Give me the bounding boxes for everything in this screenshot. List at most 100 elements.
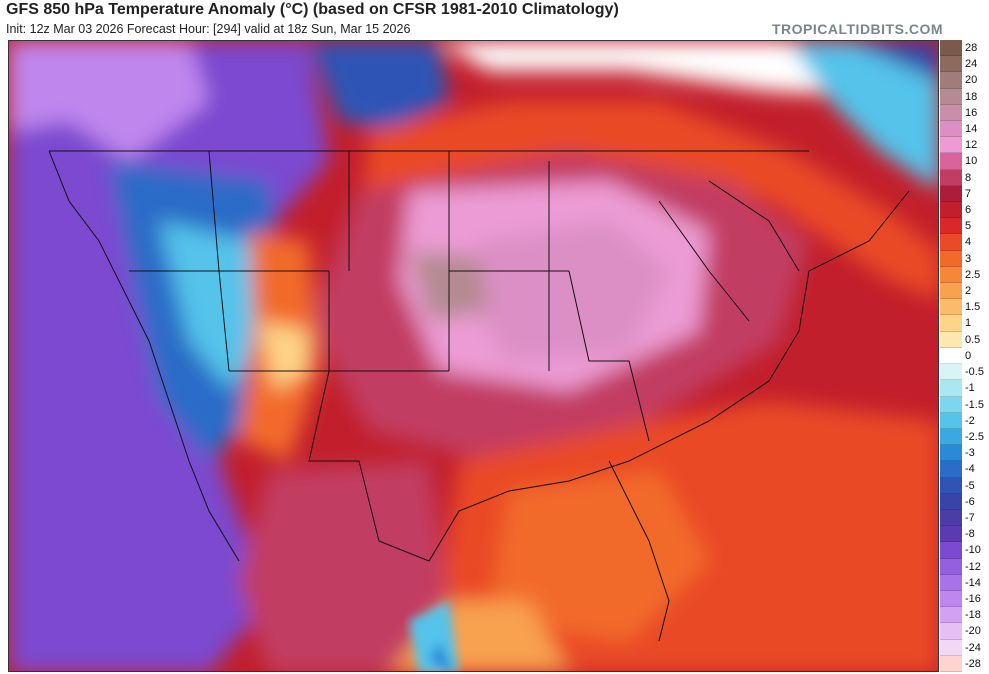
colorbar-swatch [940,266,962,284]
colorbar-level: -28 [940,655,989,672]
colorbar-swatch [940,493,962,510]
colorbar-swatch [940,56,962,73]
colorbar-swatch [940,655,962,672]
colorbar-label: -6 [965,495,975,508]
colorbar-label: 28 [965,42,978,54]
colorbar-swatch [940,623,962,640]
colorbar-level: -7 [940,509,989,527]
colorbar-swatch [940,477,962,494]
colorbar-label: -20 [965,625,981,638]
run-info: Init: 12z Mar 03 2026 Forecast Hour: [29… [6,22,411,36]
colorbar-legend: 28 24 20 18 16 14 12 10 8 7 6 5 4 3 2.5 2 1.5 1 0.5 0 -0.5 -1… [940,40,989,672]
colorbar-label: -5 [965,479,975,492]
colorbar-level: -14 [940,574,989,591]
colorbar-label: 2 [965,285,972,298]
colorbar-label: 12 [965,139,978,152]
colorbar-swatch [940,88,962,105]
colorbar-level: -18 [940,607,989,624]
anomaly-map [8,40,939,672]
colorbar-swatch [940,347,962,365]
colorbar-swatch [940,558,962,575]
colorbar-level: 0 [940,347,989,365]
colorbar-swatch [940,153,962,170]
colorbar-level: 1 [940,315,989,332]
colorbar-level: 8 [940,169,989,186]
colorbar-label: -12 [965,560,981,573]
colorbar-swatch [940,40,962,57]
colorbar-label: 16 [965,106,978,119]
colorbar-swatch [940,590,962,608]
colorbar-label: 18 [965,90,978,103]
colorbar-label: 14 [965,123,978,136]
colorbar-label: 4 [965,236,972,249]
colorbar-level: -4 [940,461,989,478]
colorbar-level: -1.5 [940,396,989,413]
colorbar-label: -24 [965,641,981,654]
colorbar-label: -3 [965,447,975,460]
colorbar-label: -8 [965,528,975,541]
colorbar-level: -12 [940,558,989,575]
colorbar-level: 6 [940,202,989,219]
colorbar-swatch [940,315,962,332]
colorbar-swatch [940,639,962,656]
colorbar-label: -2.5 [965,430,984,443]
colorbar-label: -4 [965,463,975,476]
site-brand: TROPICALTIDBITS.COM [771,21,943,37]
colorbar-level: 3 [940,250,989,267]
colorbar-label: 8 [965,171,972,184]
colorbar-swatch [940,72,962,89]
colorbar-level: 18 [940,88,989,105]
colorbar-swatch [940,299,962,316]
colorbar-label: 0.5 [965,333,981,346]
colorbar-swatch [940,428,962,446]
colorbar-swatch [940,526,962,543]
colorbar-level: -20 [940,623,989,640]
colorbar-label: 6 [965,204,972,217]
colorbar-level: -16 [940,590,989,608]
colorbar-label: -1 [965,382,975,395]
colorbar-label: -18 [965,609,981,622]
colorbar-label: 10 [965,155,978,168]
colorbar-level: 14 [940,121,989,138]
colorbar-level: -0.5 [940,364,989,381]
colorbar-level: -8 [940,526,989,543]
colorbar-swatch [940,137,962,154]
colorbar-level: 28 [940,40,989,57]
colorbar-swatch [940,250,962,267]
colorbar-label: 7 [965,187,972,200]
colorbar-level: -2.5 [940,428,989,446]
colorbar-label: 24 [965,58,978,71]
colorbar-level: -3 [940,445,989,462]
colorbar-swatch [940,542,962,559]
colorbar-level: -10 [940,542,989,559]
colorbar-swatch [940,121,962,138]
colorbar-swatch [940,331,962,348]
colorbar-level: 2.5 [940,266,989,284]
colorbar-level: 5 [940,218,989,235]
colorbar-label: 5 [965,220,972,233]
colorbar-level: 12 [940,137,989,154]
colorbar-swatch [940,104,962,122]
colorbar-level: -2 [940,412,989,429]
colorbar-level: 0.5 [940,331,989,348]
colorbar-swatch [940,364,962,381]
colorbar-label: -7 [965,511,975,524]
colorbar-label: 20 [965,74,978,87]
colorbar-swatch [940,574,962,591]
colorbar-swatch [940,607,962,624]
colorbar-level: -24 [940,639,989,656]
colorbar-swatch [940,412,962,429]
colorbar-level: 1.5 [940,299,989,316]
colorbar-swatch [940,283,962,300]
colorbar-level: -5 [940,477,989,494]
colorbar-swatch [940,169,962,186]
colorbar-level: 10 [940,153,989,170]
page-title: GFS 850 hPa Temperature Anomaly (°C) (ba… [6,1,619,18]
colorbar-label: -0.5 [965,366,984,379]
colorbar-label: 1 [965,317,972,330]
colorbar-level: 4 [940,234,989,251]
colorbar-level: 20 [940,72,989,89]
colorbar-swatch [940,509,962,527]
colorbar-level: 2 [940,283,989,300]
colorbar-label: -10 [965,544,981,557]
